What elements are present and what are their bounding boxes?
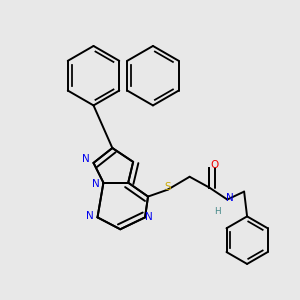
Text: H: H xyxy=(214,207,221,216)
Text: N: N xyxy=(145,212,152,222)
Text: N: N xyxy=(226,193,234,203)
Text: N: N xyxy=(86,211,94,221)
Text: N: N xyxy=(92,179,100,189)
Text: N: N xyxy=(82,154,90,164)
Text: O: O xyxy=(211,160,219,170)
Text: S: S xyxy=(164,182,171,192)
